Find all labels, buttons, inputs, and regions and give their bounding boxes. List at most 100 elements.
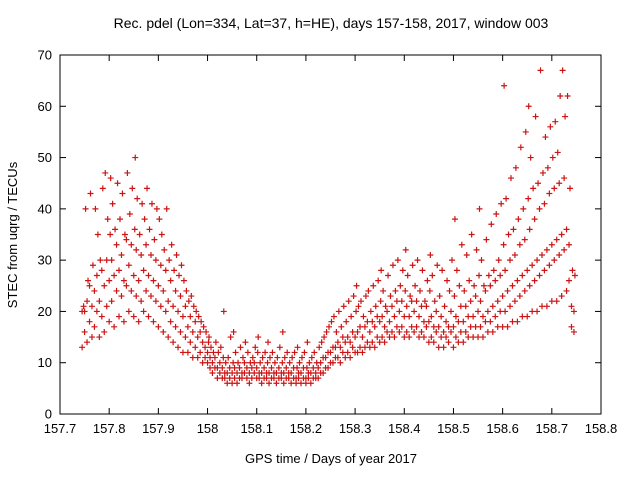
data-point (354, 328, 361, 335)
data-point (147, 293, 154, 300)
data-point (387, 293, 394, 300)
data-point (431, 298, 438, 305)
data-point (190, 303, 197, 310)
data-point (569, 267, 576, 274)
data-point (503, 195, 510, 202)
data-point (499, 293, 506, 300)
data-point (165, 334, 172, 341)
data-point (403, 328, 410, 335)
data-point (527, 154, 534, 161)
data-point (284, 349, 291, 356)
data-point (113, 287, 120, 294)
data-point (138, 298, 145, 305)
data-point (529, 262, 536, 269)
data-point (227, 334, 234, 341)
data-point (531, 277, 538, 284)
data-point (433, 308, 440, 315)
data-point (507, 257, 514, 264)
data-point (291, 349, 298, 356)
data-point (365, 287, 372, 294)
data-point (182, 303, 189, 310)
data-point (199, 339, 206, 346)
x-tick-label: 158.6 (486, 421, 519, 436)
data-point (327, 349, 334, 356)
data-point (446, 287, 453, 294)
data-point (187, 313, 194, 320)
axis-ticks: 157.7 157.8 157.9 158 158.1 158.2 158.3 158.4 15… (38, 48, 618, 437)
data-point (409, 262, 416, 269)
data-point (265, 339, 272, 346)
data-point (101, 328, 108, 335)
data-point (163, 205, 170, 212)
data-point (498, 200, 505, 207)
data-point (562, 113, 569, 120)
data-point (246, 380, 253, 387)
data-point (546, 262, 553, 269)
data-point (480, 282, 487, 289)
data-point (460, 339, 467, 346)
data-point (126, 210, 133, 217)
data-point (337, 344, 344, 351)
data-point (320, 369, 327, 376)
data-point (106, 277, 113, 284)
data-point (413, 323, 420, 330)
data-point (222, 359, 229, 366)
data-point (135, 318, 142, 325)
data-point (561, 175, 568, 182)
data-point (197, 349, 204, 356)
data-point (471, 282, 478, 289)
data-point (176, 272, 183, 279)
x-tick-label: 157.9 (142, 421, 175, 436)
data-point (84, 339, 91, 346)
data-point (380, 287, 387, 294)
x-tick-label: 158.3 (339, 421, 372, 436)
data-point (212, 339, 219, 346)
data-point (568, 303, 575, 310)
data-point (80, 303, 87, 310)
data-point (294, 364, 301, 371)
data-point (460, 318, 467, 325)
data-point (125, 262, 132, 269)
data-point (423, 303, 430, 310)
data-point (84, 298, 91, 305)
data-point (561, 246, 568, 253)
data-point (217, 344, 224, 351)
data-point (111, 272, 118, 279)
data-point (492, 313, 499, 320)
data-point (532, 113, 539, 120)
data-point (411, 328, 418, 335)
data-point (514, 318, 521, 325)
data-point (130, 313, 137, 320)
data-point (564, 93, 571, 100)
data-point (453, 267, 460, 274)
data-point (177, 328, 184, 335)
data-point (116, 313, 123, 320)
data-point (369, 318, 376, 325)
data-point (448, 257, 455, 264)
data-point (89, 262, 96, 269)
data-point (525, 103, 532, 110)
data-point (427, 252, 434, 259)
data-point (476, 205, 483, 212)
data-point (462, 328, 469, 335)
y-tick-label: 10 (38, 355, 52, 370)
data-point (458, 241, 465, 248)
data-point (436, 293, 443, 300)
data-point (391, 334, 398, 341)
data-point (526, 226, 533, 233)
data-point (329, 359, 336, 366)
data-point (148, 200, 155, 207)
data-point (344, 334, 351, 341)
data-point (187, 339, 194, 346)
data-point (185, 298, 192, 305)
data-point (535, 180, 542, 187)
data-point (102, 169, 109, 176)
y-axis-label: STEC from uqrg / TECUs (5, 161, 20, 308)
data-point (140, 267, 147, 274)
data-point (347, 339, 354, 346)
data-point (505, 231, 512, 238)
data-point (396, 328, 403, 335)
data-point (167, 318, 174, 325)
data-point (170, 339, 177, 346)
